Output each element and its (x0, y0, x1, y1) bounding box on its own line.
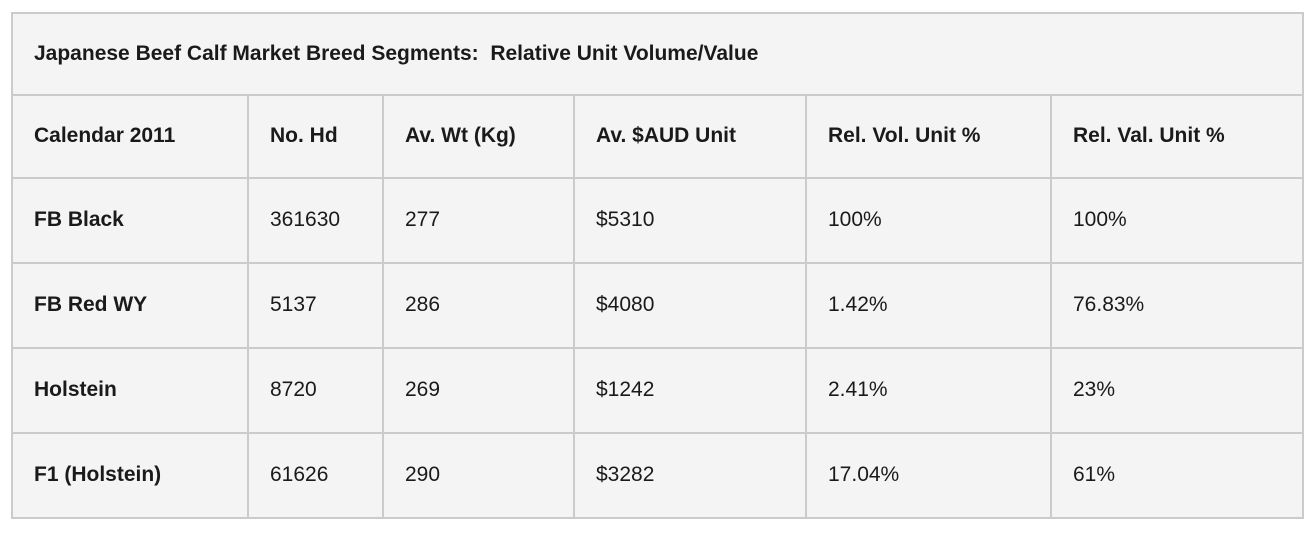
breed-segments-table: Japanese Beef Calf Market Breed Segments… (10, 12, 1305, 519)
data-cell-rel-vol: 2.41% (805, 347, 1052, 434)
data-cell-av-aud: $3282 (573, 432, 807, 519)
row-header-cell: F1 (Holstein) (11, 432, 249, 519)
data-cell-av-wt: 277 (382, 177, 575, 264)
header-cell-av-wt: Av. Wt (Kg) (382, 94, 575, 179)
header-cell-calendar-2011: Calendar 2011 (11, 94, 249, 179)
data-cell-rel-val: 100% (1049, 177, 1305, 264)
data-cell-rel-val: 23% (1049, 347, 1305, 434)
table-row-f1-holstein: F1 (Holstein) 61626 290 $3282 17.04% 61% (11, 432, 1305, 519)
data-cell-rel-vol: 1.42% (805, 262, 1052, 349)
table-row-fb-black: FB Black 361630 277 $5310 100% 100% (11, 177, 1305, 264)
data-cell-av-aud: $4080 (573, 262, 807, 349)
table-header-row: Calendar 2011 No. Hd Av. Wt (Kg) Av. $AU… (11, 94, 1305, 179)
table-title-row: Japanese Beef Calf Market Breed Segments… (10, 12, 1305, 96)
row-header-cell: FB Black (11, 177, 249, 264)
row-header-cell: Holstein (11, 347, 249, 434)
data-cell-av-wt: 269 (382, 347, 575, 434)
data-cell-rel-vol: 100% (805, 177, 1052, 264)
data-cell-no-hd: 5137 (247, 262, 384, 349)
header-cell-rel-vol: Rel. Vol. Unit % (805, 94, 1052, 179)
header-cell-av-aud-unit: Av. $AUD Unit (573, 94, 807, 179)
data-cell-rel-vol: 17.04% (805, 432, 1052, 519)
data-cell-no-hd: 61626 (247, 432, 384, 519)
table-title: Japanese Beef Calf Market Breed Segments… (10, 12, 1305, 96)
data-cell-av-wt: 290 (382, 432, 575, 519)
data-cell-av-aud: $1242 (573, 347, 807, 434)
row-header-cell: FB Red WY (11, 262, 249, 349)
data-cell-av-wt: 286 (382, 262, 575, 349)
data-cell-av-aud: $5310 (573, 177, 807, 264)
data-cell-rel-val: 61% (1049, 432, 1305, 519)
data-cell-no-hd: 8720 (247, 347, 384, 434)
data-cell-no-hd: 361630 (247, 177, 384, 264)
header-cell-rel-val: Rel. Val. Unit % (1049, 94, 1305, 179)
table-row-fb-red-wy: FB Red WY 5137 286 $4080 1.42% 76.83% (11, 262, 1305, 349)
header-cell-no-hd: No. Hd (247, 94, 384, 179)
data-cell-rel-val: 76.83% (1049, 262, 1305, 349)
table-row-holstein: Holstein 8720 269 $1242 2.41% 23% (11, 347, 1305, 434)
